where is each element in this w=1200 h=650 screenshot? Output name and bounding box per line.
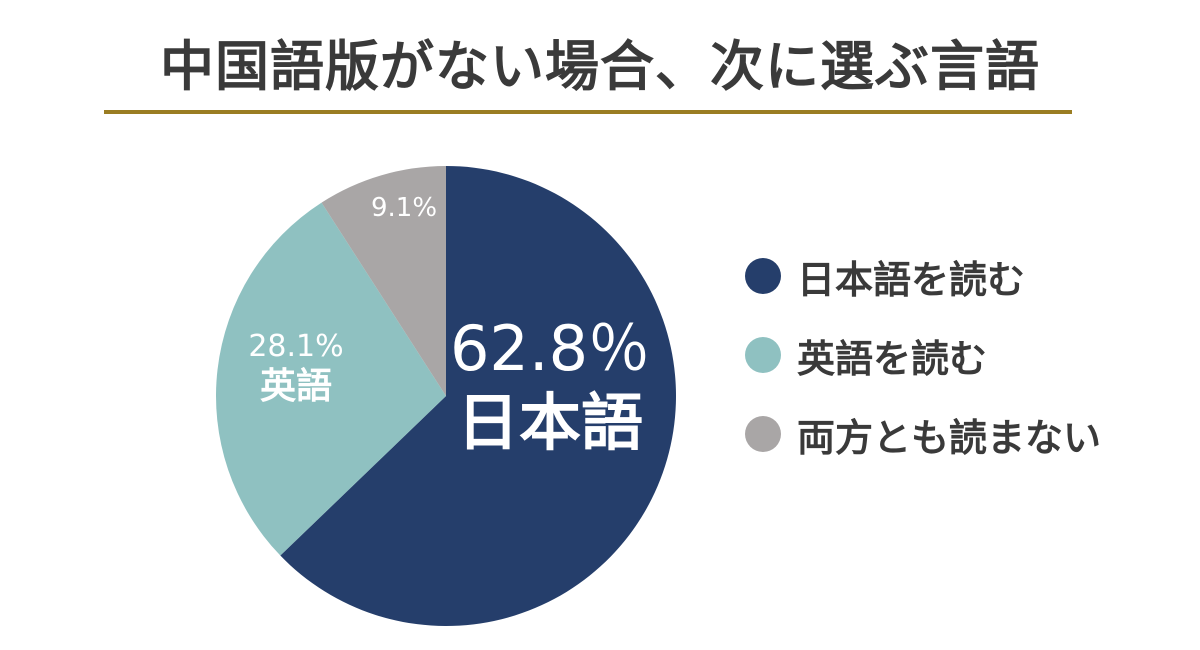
- legend-swatch-japanese: [745, 258, 781, 294]
- chart-title: 中国語版がない場合、次に選ぶ言語: [160, 35, 1040, 98]
- legend-label-english: 英語を読む: [797, 336, 988, 381]
- pie-slice-japanese: [280, 166, 676, 626]
- legend-item-japanese: 日本語を読む: [745, 255, 1101, 302]
- title-underline: [104, 110, 1072, 114]
- pie-slice-english: [216, 202, 446, 556]
- pie-slice-neither: [321, 166, 446, 396]
- slice-value-label-neither: 9.1%: [371, 193, 437, 223]
- legend-item-neither: 両方とも読まない: [745, 413, 1101, 460]
- legend-label-japanese: 日本語を読む: [797, 257, 1026, 302]
- legend-swatch-neither: [745, 416, 781, 452]
- legend: 日本語を読む 英語を読む 両方とも読まない: [745, 255, 1101, 492]
- legend-label-neither: 両方とも読まない: [797, 415, 1102, 460]
- legend-item-english: 英語を読む: [745, 334, 1101, 381]
- slice-value-label-english: 28.1%: [248, 329, 343, 364]
- slice-value-label-japanese: 62.8％: [450, 312, 650, 385]
- slice-name-label-japanese: 日本語: [457, 386, 643, 459]
- legend-swatch-english: [745, 337, 781, 373]
- slice-name-label-english: 英語: [260, 366, 332, 407]
